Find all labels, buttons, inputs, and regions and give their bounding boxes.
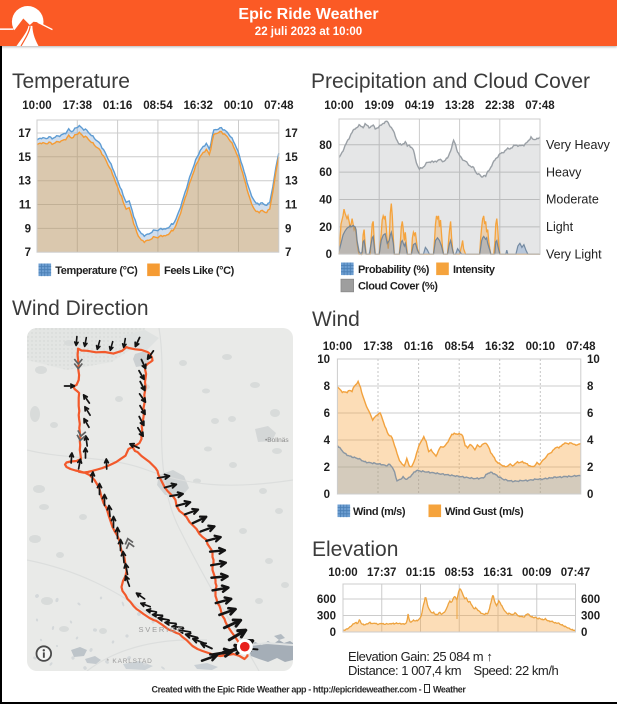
svg-text:10:00: 10:00 [328, 567, 357, 579]
svg-text:08:54: 08:54 [143, 100, 173, 112]
svg-text:01:16: 01:16 [404, 341, 433, 353]
svg-text:4: 4 [587, 435, 594, 447]
svg-text:04:19: 04:19 [405, 100, 434, 112]
svg-text:01:15: 01:15 [406, 567, 436, 579]
svg-text:Moderate: Moderate [546, 193, 599, 207]
svg-text:Wind Gust (m/s): Wind Gust (m/s) [445, 506, 524, 518]
svg-text:17:37: 17:37 [367, 567, 396, 579]
svg-text:13: 13 [285, 176, 298, 188]
svg-text:10: 10 [317, 354, 330, 366]
svg-text:07:48: 07:48 [525, 100, 555, 112]
svg-text:08:54: 08:54 [444, 341, 474, 353]
svg-text:7: 7 [25, 247, 31, 259]
svg-text:300: 300 [581, 611, 600, 623]
svg-text:07:47: 07:47 [561, 567, 590, 579]
svg-text:11: 11 [19, 200, 32, 212]
svg-text:10:00: 10:00 [324, 100, 353, 112]
svg-text:Intensity: Intensity [453, 264, 496, 276]
svg-text:22:38: 22:38 [485, 100, 515, 112]
svg-text:0: 0 [581, 627, 587, 639]
svg-text:15: 15 [18, 152, 31, 164]
svg-text:Probability (%): Probability (%) [358, 264, 430, 276]
svg-text:Very Heavy: Very Heavy [546, 138, 611, 152]
svg-text:* KARLSTAD: * KARLSTAD [106, 658, 152, 665]
svg-text:13: 13 [18, 176, 31, 188]
svg-text:9: 9 [285, 223, 291, 235]
svg-text:00:10: 00:10 [526, 341, 555, 353]
svg-text:2: 2 [587, 462, 593, 474]
svg-text:10:00: 10:00 [323, 341, 352, 353]
svg-text:8: 8 [324, 381, 331, 393]
svg-text:17: 17 [18, 128, 31, 140]
svg-text:8: 8 [587, 381, 594, 393]
svg-text:07:48: 07:48 [264, 100, 294, 112]
svg-text:600: 600 [581, 594, 600, 606]
svg-text:7: 7 [285, 247, 291, 259]
svg-text:17: 17 [285, 128, 298, 140]
svg-text:40: 40 [319, 195, 332, 207]
svg-text:10:00: 10:00 [22, 100, 51, 112]
svg-text:300: 300 [317, 611, 336, 623]
svg-text:4: 4 [324, 435, 331, 447]
svg-text:0: 0 [587, 489, 593, 501]
svg-text:6: 6 [587, 408, 593, 420]
svg-text:17:38: 17:38 [363, 341, 393, 353]
svg-text:00:10: 00:10 [224, 100, 253, 112]
svg-text:Heavy: Heavy [546, 165, 582, 179]
svg-text:19:09: 19:09 [364, 100, 393, 112]
svg-text:01:16: 01:16 [103, 100, 132, 112]
svg-text:Very Light: Very Light [546, 247, 602, 261]
svg-text:0: 0 [324, 489, 330, 501]
svg-text:SVERIGE: SVERIGE [138, 625, 184, 634]
svg-text:16:32: 16:32 [485, 341, 514, 353]
svg-text:16:31: 16:31 [483, 567, 513, 579]
svg-text:Wind (m/s): Wind (m/s) [353, 506, 406, 518]
svg-text:Light: Light [546, 220, 574, 234]
svg-text:13:28: 13:28 [445, 100, 475, 112]
svg-text:80: 80 [319, 140, 332, 152]
svg-text:15: 15 [285, 152, 298, 164]
svg-text:Cloud Cover (%): Cloud Cover (%) [358, 281, 438, 293]
svg-text:0: 0 [326, 249, 332, 261]
svg-text:2: 2 [324, 462, 330, 474]
svg-text:10: 10 [587, 354, 600, 366]
svg-text:08:53: 08:53 [445, 567, 474, 579]
svg-text:•Bollnäs: •Bollnäs [265, 437, 289, 444]
svg-text:600: 600 [317, 594, 336, 606]
svg-text:20: 20 [319, 222, 332, 234]
svg-text:07:48: 07:48 [566, 341, 596, 353]
svg-text:6: 6 [324, 408, 330, 420]
svg-text:9: 9 [25, 223, 31, 235]
svg-text:16:32: 16:32 [183, 100, 212, 112]
svg-text:17:38: 17:38 [63, 100, 93, 112]
svg-text:60: 60 [319, 167, 332, 179]
svg-text:Feels Like (°C): Feels Like (°C) [164, 265, 235, 277]
svg-text:0: 0 [330, 627, 336, 639]
svg-text:Temperature (°C): Temperature (°C) [55, 265, 138, 277]
svg-text:11: 11 [285, 200, 298, 212]
svg-text:00:09: 00:09 [522, 567, 551, 579]
